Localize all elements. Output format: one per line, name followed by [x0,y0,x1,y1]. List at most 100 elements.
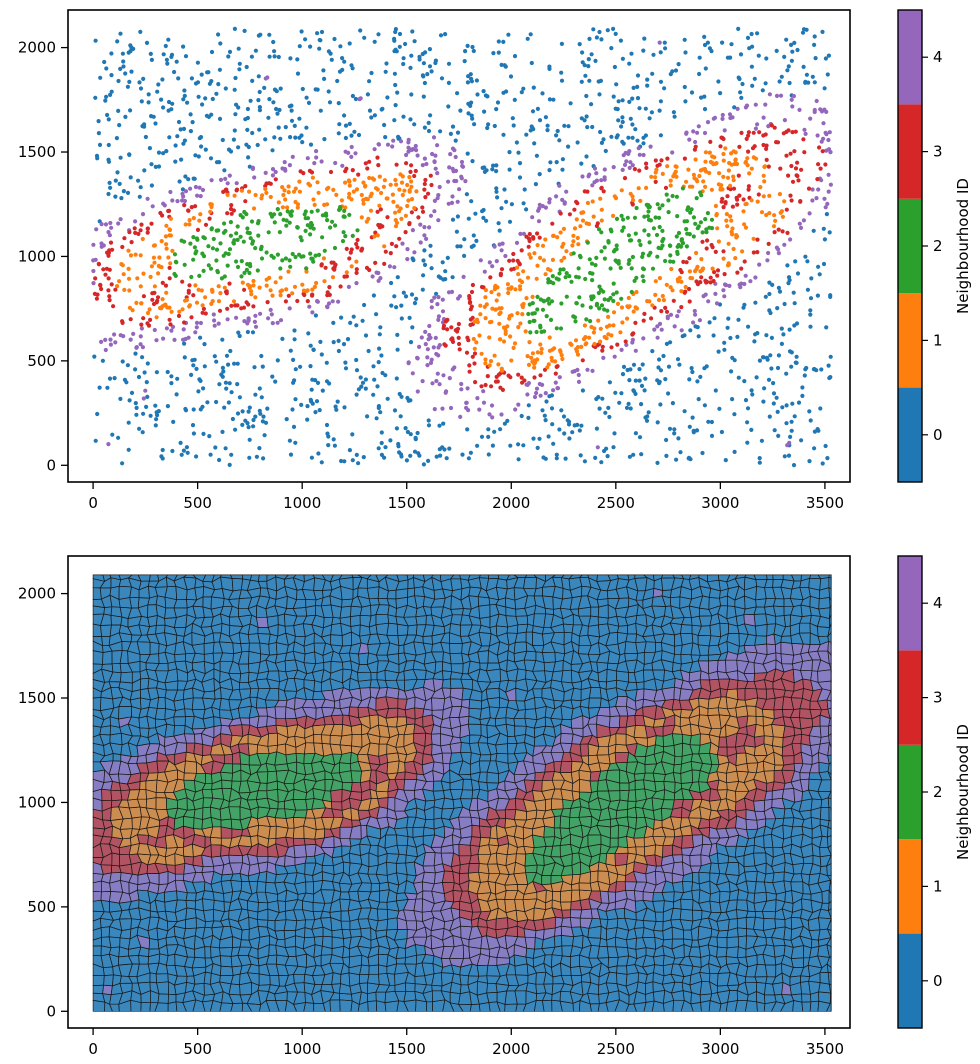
scatter-point [694,177,699,182]
scatter-point [695,379,700,384]
scatter-point [550,257,556,262]
scatter-point [794,354,799,359]
scatter-point [330,275,336,280]
scatter-point [571,251,576,256]
scatter-point [139,326,144,331]
scatter-point [408,169,413,174]
voronoi-cell [340,920,351,931]
scatter-point [146,92,151,97]
scatter-point [440,297,445,302]
scatter-point [775,409,780,414]
scatter-point [787,440,792,445]
scatter-point [672,431,677,436]
scatter-point [389,280,394,286]
scatter-point [288,56,293,61]
scatter-point [376,222,381,228]
scatter-point [689,207,694,212]
scatter-point [656,215,662,220]
scatter-point [636,186,641,191]
scatter-point [613,390,618,395]
scatter-point [534,329,539,335]
scatter-point [599,218,604,223]
scatter-point [375,155,380,160]
voronoi-cell [119,918,132,931]
scatter-point [655,202,660,207]
scatter-point [160,297,165,302]
scatter-point [161,151,166,156]
scatter-point [627,258,632,263]
scatter-point [530,311,535,316]
scatter-point [394,182,399,187]
scatter-point [716,239,722,244]
scatter-point [399,303,404,308]
scatter-point [242,287,247,292]
scatter-point [94,227,99,232]
scatter-point [606,405,611,410]
voronoi-cell [692,909,703,922]
scatter-point [718,91,723,96]
scatter-point [341,214,346,219]
scatter-point [764,56,769,61]
scatter-point [235,224,240,229]
scatter-point [794,173,799,178]
scatter-point [557,427,562,432]
scatter-point [443,343,448,348]
scatter-point [772,428,777,433]
scatter-point [808,312,813,317]
scatter-point [392,118,397,123]
scatter-point [482,269,487,274]
scatter-point [723,146,728,151]
scatter-point [406,198,411,203]
scatter-point [490,264,495,269]
scatter-point [142,370,147,375]
scatter-point [546,434,551,439]
scatter-point [234,259,239,264]
scatter-point [420,209,426,214]
voronoi-cell [156,981,169,995]
scatter-point [464,400,469,405]
scatter-point [507,150,512,155]
colorbar-tick-label: 3 [933,143,943,161]
scatter-point [609,134,614,139]
scatter-point [128,108,133,113]
scatter-point [666,364,672,369]
scatter-point [687,455,692,460]
scatter-point [602,256,608,261]
scatter-point [120,51,125,56]
scatter-point [627,99,632,104]
scatter-point [415,389,420,394]
scatter-point [816,428,821,433]
scatter-point [160,447,165,453]
scatter-point [749,64,755,69]
scatter-point [674,194,680,199]
scatter-point [700,239,705,244]
scatter-point [729,229,734,234]
scatter-point [643,106,648,111]
scatter-point [771,381,776,386]
scatter-point [801,137,806,142]
scatter-point [310,377,315,382]
scatter-point [219,372,224,377]
scatter-point [346,195,352,200]
scatter-point [753,126,759,131]
scatter-point [425,355,430,360]
scatter-point [299,133,304,138]
scatter-point [644,185,649,190]
scatter-point [168,189,173,195]
scatter-point [564,294,569,299]
scatter-point [702,403,708,408]
scatter-point [297,44,302,49]
scatter-point [788,151,793,156]
scatter-point [183,174,188,179]
scatter-point [642,214,647,219]
scatter-point [275,320,280,325]
scatter-point [624,342,629,347]
scatter-point [374,416,379,421]
scatter-point [355,228,360,233]
scatter-point [428,173,433,178]
scatter-point [637,378,642,383]
scatter-point [676,309,681,314]
scatter-point [413,435,418,440]
scatter-point [800,30,806,35]
scatter-point [153,423,158,428]
